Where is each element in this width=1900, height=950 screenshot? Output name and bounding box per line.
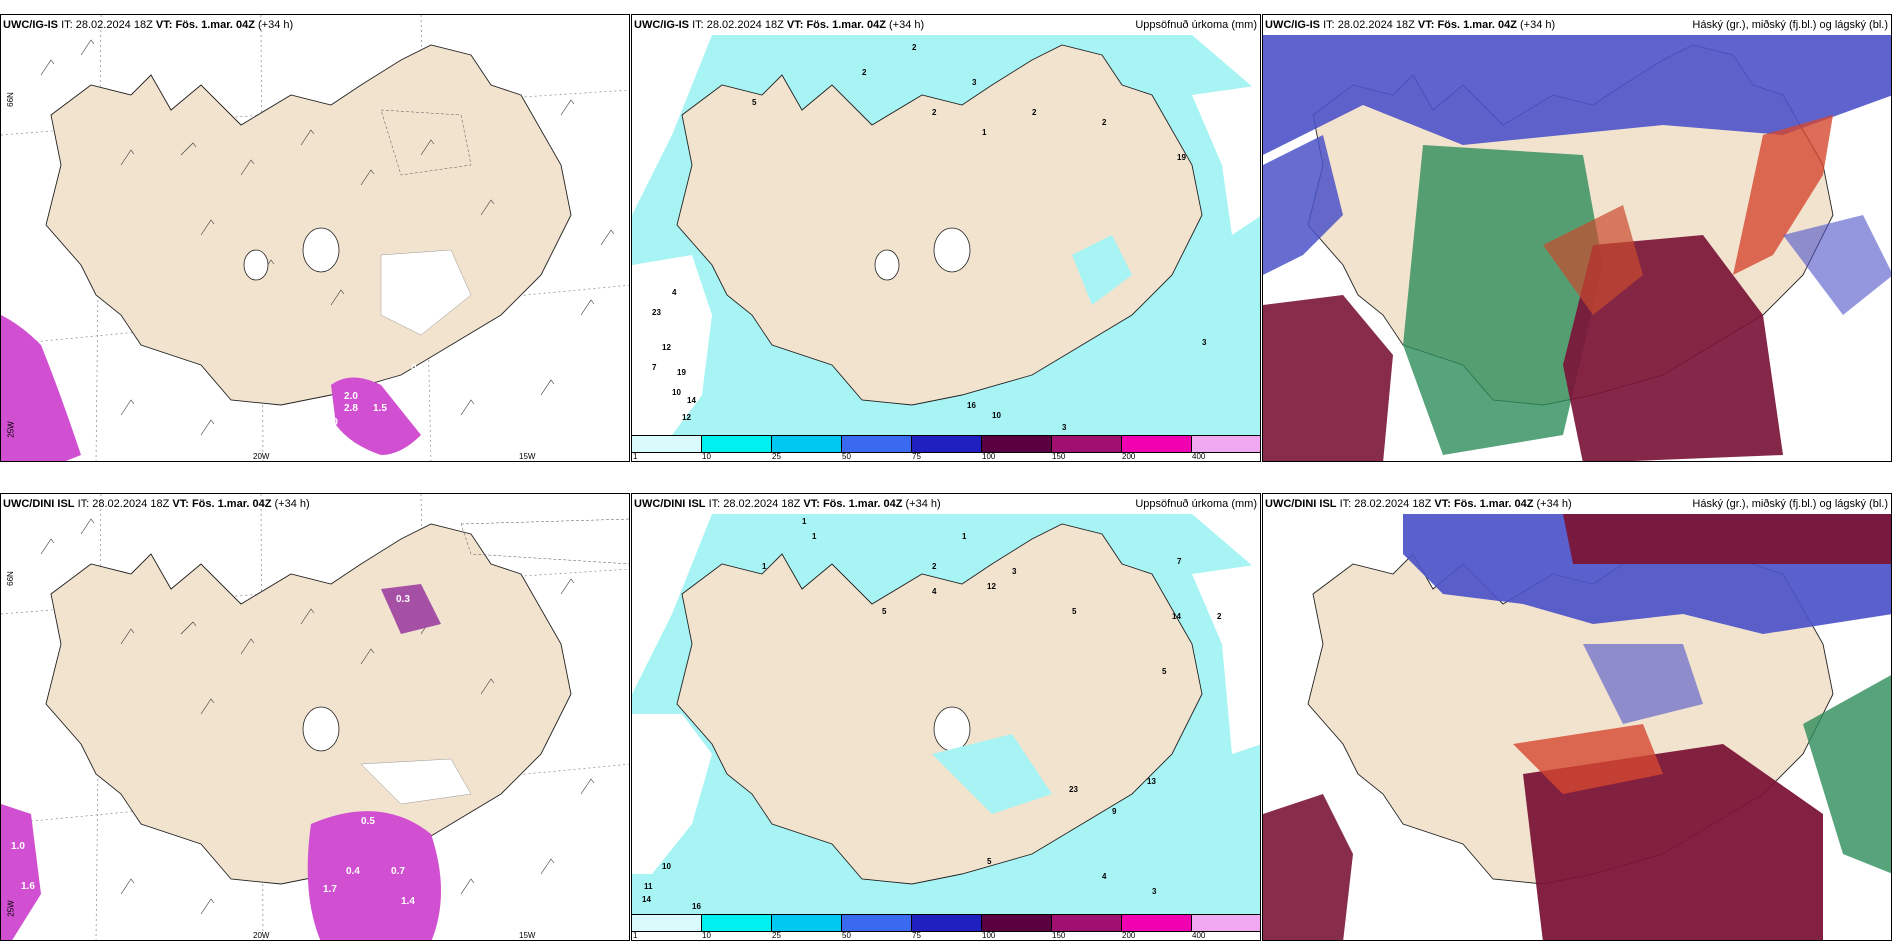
precip-mark: 1	[982, 128, 987, 137]
precip-mark: 14	[1172, 612, 1181, 621]
precip-map: 1 1 1 1 2 3 4 12 5 5 5 7 14 2 23 13 9 10…	[632, 494, 1260, 940]
precip-mark: 5	[1072, 607, 1077, 616]
precip-mark: 1	[762, 562, 767, 571]
precip-mark: 2	[932, 108, 937, 117]
panel-header: UWC/IG-IS IT: 28.02.2024 18Z VT: Fös. 1.…	[1265, 19, 1556, 31]
precip-mark: 7	[1177, 557, 1182, 566]
precip-mark: 3	[972, 78, 977, 87]
colorbar-labels: 1 10 25 50 75 100 150 200 400	[633, 931, 1206, 940]
colorbar	[632, 435, 1260, 453]
wind-value: 0.4	[411, 363, 425, 374]
cloud-map	[1263, 15, 1891, 461]
precip-mark: 1	[802, 517, 807, 526]
lat-label: 66N	[5, 92, 15, 107]
wind-value: 1.5	[373, 403, 387, 414]
precip-mark: 10	[672, 388, 681, 397]
precip-mark: 4	[932, 587, 937, 596]
panel-title: Háský (gr.), miðský (fj.bl.) og lágský (…	[1692, 19, 1888, 31]
precip-mark: 5	[1162, 667, 1167, 676]
panel-header: UWC/DINI ISL IT: 28.02.2024 18Z VT: Fös.…	[1265, 498, 1572, 510]
precip-mark: 2	[932, 562, 937, 571]
wind-value: 3.0	[324, 417, 338, 428]
lon-label: 20W	[253, 452, 270, 461]
precip-mark: 12	[682, 413, 691, 422]
precip-mark: 16	[692, 902, 701, 911]
wind-value: 0.5	[361, 816, 375, 827]
panel-igis-wind: 2.0 2.8 3.0 1.5 0.4 UWC/IG-IS IT: 28.02.…	[0, 14, 630, 462]
precip-mark: 23	[652, 308, 661, 317]
wind-value: 0.7	[391, 866, 405, 877]
panel-header: UWC/IG-IS IT: 28.02.2024 18Z VT: Fös. 1.…	[634, 19, 925, 31]
wind-value: 2.8	[344, 403, 358, 414]
wind-value: 1.4	[401, 896, 415, 907]
precip-mark: 19	[1177, 153, 1186, 162]
panel-header: UWC/DINI ISL IT: 28.02.2024 18Z VT: Fös.…	[634, 498, 941, 510]
precip-mark: 2	[1032, 108, 1037, 117]
precip-mark: 2	[912, 43, 917, 52]
panel-igis-cloud: UWC/IG-IS IT: 28.02.2024 18Z VT: Fös. 1.…	[1262, 14, 1892, 462]
precip-mark: 4	[1102, 872, 1107, 881]
wind-value: 0.3	[396, 594, 410, 605]
precip-mark: 5	[987, 857, 992, 866]
lon-label: 25W	[6, 421, 16, 438]
panel-igis-precip: 2 2 3 2 2 2 1 5 19 23 4 12 7 19 10 14 12…	[631, 14, 1261, 462]
precip-mark: 5	[752, 98, 757, 107]
precip-map: 2 2 3 2 2 2 1 5 19 23 4 12 7 19 10 14 12…	[632, 15, 1260, 461]
wind-value: 0.4	[346, 866, 360, 877]
precip-mark: 3	[1152, 887, 1157, 896]
panel-title: Uppsöfnuð úrkoma (mm)	[1135, 19, 1257, 31]
precip-mark: 1	[962, 532, 967, 541]
precip-mark: 3	[1062, 423, 1067, 432]
precip-mark: 5	[882, 607, 887, 616]
colorbar	[632, 914, 1260, 932]
panel-dini-precip: 1 1 1 1 2 3 4 12 5 5 5 7 14 2 23 13 9 10…	[631, 493, 1261, 941]
precip-mark: 23	[1069, 785, 1078, 794]
precip-mark: 2	[1217, 612, 1222, 621]
precip-mark: 19	[677, 368, 686, 377]
cloud-map	[1263, 494, 1891, 940]
panel-header: UWC/IG-IS IT: 28.02.2024 18Z VT: Fös. 1.…	[3, 19, 294, 31]
precip-mark: 2	[1102, 118, 1107, 127]
wind-value: 1.0	[11, 841, 25, 852]
precip-mark: 9	[1112, 807, 1117, 816]
lon-label: 15W	[519, 931, 536, 940]
lat-label: 66N	[5, 571, 15, 586]
precip-mark: 11	[644, 882, 653, 891]
precip-mark: 16	[967, 401, 976, 410]
lon-label: 15W	[519, 452, 536, 461]
lon-label: 25W	[6, 900, 16, 917]
panel-header: UWC/DINI ISL IT: 28.02.2024 18Z VT: Fös.…	[3, 498, 310, 510]
panel-dini-cloud: UWC/DINI ISL IT: 28.02.2024 18Z VT: Fös.…	[1262, 493, 1892, 941]
precip-mark: 4	[672, 288, 677, 297]
precip-mark: 3	[1202, 338, 1207, 347]
precip-mark: 13	[1147, 777, 1156, 786]
wind-value: 2.0	[344, 391, 358, 402]
precip-mark: 14	[642, 895, 651, 904]
colorbar-labels: 1 10 25 50 75 100 150 200 400	[633, 452, 1206, 461]
panel-title: Uppsöfnuð úrkoma (mm)	[1135, 498, 1257, 510]
precip-mark: 1	[812, 532, 817, 541]
wind-value: 1.7	[323, 884, 337, 895]
wind-map: 2.0 2.8 3.0 1.5 0.4	[1, 15, 629, 461]
precip-mark: 10	[992, 411, 1001, 420]
precip-mark: 12	[987, 582, 996, 591]
precip-mark: 3	[1012, 567, 1017, 576]
precip-mark: 14	[687, 396, 696, 405]
lon-label: 20W	[253, 931, 270, 940]
precip-mark: 12	[662, 343, 671, 352]
precip-mark: 7	[652, 363, 657, 372]
precip-mark: 2	[862, 68, 867, 77]
precip-mark: 10	[662, 862, 671, 871]
wind-map: 1.0 1.6 0.7 1.7 1.4 0.5 0.3 0.4	[1, 494, 629, 940]
wind-value: 1.6	[21, 881, 35, 892]
panel-dini-wind: 1.0 1.6 0.7 1.7 1.4 0.5 0.3 0.4 UWC/DINI…	[0, 493, 630, 941]
panel-title: Háský (gr.), miðský (fj.bl.) og lágský (…	[1692, 498, 1888, 510]
